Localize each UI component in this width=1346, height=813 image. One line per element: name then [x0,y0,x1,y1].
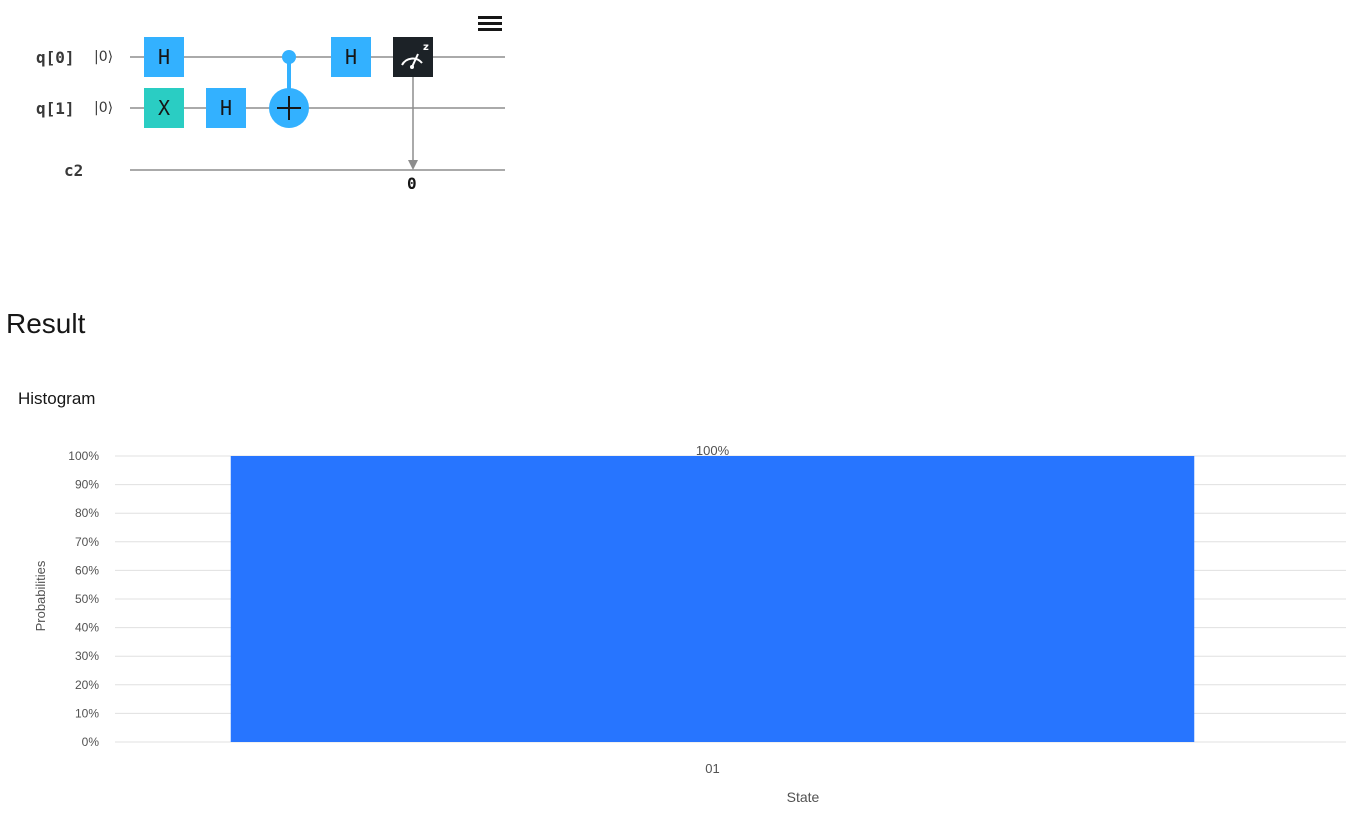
chart-x-ticks: 01 [705,761,719,776]
measure-gate-q0[interactable]: z [393,37,433,77]
qubit-initial-state-q0: |0⟩ [94,49,114,65]
menu-bar-2 [478,22,502,25]
menu-bar-3 [478,28,502,31]
y-tick-label: 50% [75,592,99,606]
y-tick-label: 0% [82,735,100,749]
histogram-heading: Histogram [18,389,96,408]
qubit-label-q1: q[1] [36,99,75,118]
y-tick-label: 40% [75,621,99,635]
measure-basis-label: z [423,42,429,53]
measure-arrow-head [408,160,418,170]
histogram-chart: 0% 10% 20% 30% 40% 50% 60% 70% 80% 90% 100% 100% 0… [33,443,1346,805]
y-tick-label: 80% [75,506,99,520]
cnot-control-dot [282,50,296,64]
h-gate-q1[interactable]: H [206,88,246,128]
menu-bar-1 [478,16,502,19]
y-tick-label: 30% [75,649,99,663]
y-tick-label: 60% [75,563,99,577]
x-axis-label: State [787,789,820,805]
qubit-label-q0: q[0] [36,48,75,67]
chart-y-ticks: 0% 10% 20% 30% 40% 50% 60% 70% 80% 90% 100% [68,449,99,749]
y-tick-label: 100% [68,449,99,463]
y-tick-label: 70% [75,535,99,549]
circuit-diagram: q[0] |0⟩ q[1] |0⟩ c2 H X H H z 0 [0,0,520,200]
measure-gauge-icon: z [401,42,429,69]
classical-register-label: c2 [64,161,84,180]
y-axis-label: Probabilities [33,560,48,631]
h-gate-q0-1[interactable]: H [144,37,184,77]
histogram-bar[interactable] [230,456,1195,742]
qubit-initial-state-q1: |0⟩ [94,100,114,116]
x-tick-label: 01 [705,761,719,776]
hamburger-menu-icon[interactable] [476,12,504,36]
y-tick-label: 10% [75,706,99,720]
h-gate-q0-2[interactable]: H [331,37,371,77]
bar-data-label: 100% [696,443,730,458]
circuit-wires [130,50,505,171]
result-heading: Result [6,308,86,339]
y-tick-label: 20% [75,678,99,692]
measure-bit-label: 0 [407,174,417,193]
y-tick-label: 90% [75,478,99,492]
chart-bars: 100% [230,443,1195,742]
x-gate-q1[interactable]: X [144,88,184,128]
